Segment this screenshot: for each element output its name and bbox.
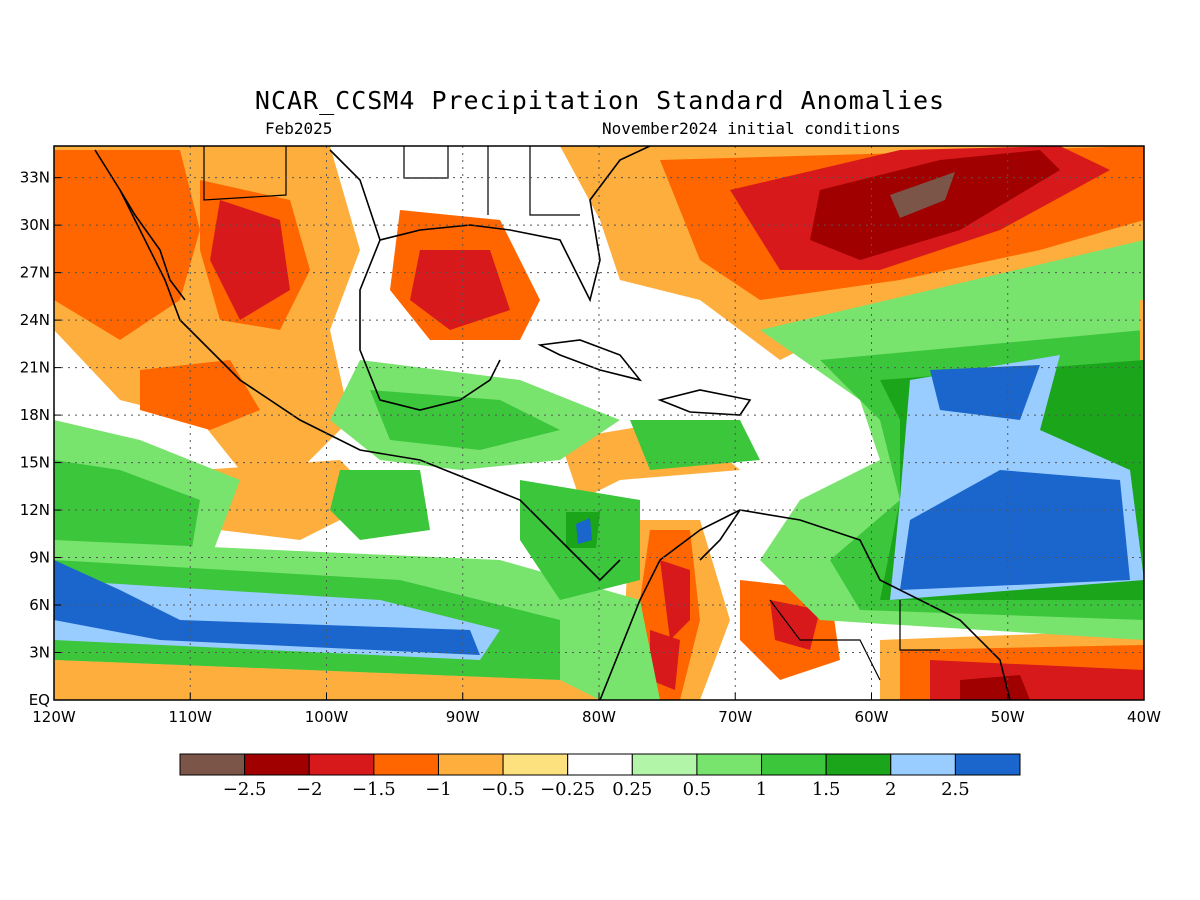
lon-tick-label: 50W: [991, 708, 1025, 726]
lat-tick-label: 27N: [20, 264, 50, 282]
colorbar-label: 2: [885, 779, 896, 800]
colorbar-label: 1.5: [812, 779, 841, 800]
lat-tick-label: 6N: [29, 596, 50, 614]
coastlines: [94, 146, 1011, 700]
colorbar-swatch: [244, 753, 310, 776]
colorbar-swatch: [825, 753, 892, 776]
colorbar-swatch: [954, 753, 1021, 776]
colorbar-label: 1: [756, 779, 767, 800]
lon-tick-label: 40W: [1127, 708, 1161, 726]
colorbar-label: 0.5: [683, 779, 712, 800]
lat-tick-label: 18N: [20, 406, 50, 424]
lat-tick-label: 33N: [20, 169, 50, 187]
lon-tick-label: 120W: [32, 708, 76, 726]
forecast-month-label: Feb2025: [265, 119, 333, 138]
lat-tick-label: 12N: [20, 501, 50, 519]
lat-tick-label: 30N: [20, 216, 50, 234]
colorbar-swatch: [179, 753, 246, 776]
lat-tick-label: EQ: [29, 691, 50, 709]
colorbar-swatch: [373, 753, 439, 776]
colorbar: −2.5 −2 −1.5 −1 −0.5 −0.25 0.25 0.5 1 1.5 2 2.5: [179, 753, 1021, 800]
initial-conditions-label: November2024 initial conditions: [602, 119, 901, 138]
colorbar-swatch: [437, 753, 504, 776]
colorbar-label: −2: [296, 779, 323, 800]
lon-tick-label: 110W: [169, 708, 213, 726]
lat-tick-label: 24N: [20, 311, 50, 329]
colorbar-swatch: [761, 753, 827, 776]
lon-tick-label: 80W: [582, 708, 616, 726]
colorbar-label: 2.5: [941, 779, 970, 800]
wet-anomaly-fields: [54, 240, 1144, 700]
colorbar-swatch: [696, 753, 763, 776]
lon-tick-label: 100W: [305, 708, 349, 726]
colorbar-label: −1: [425, 779, 452, 800]
colorbar-label: −1.5: [352, 779, 396, 800]
lat-tick-label: 21N: [20, 359, 50, 377]
anomaly-map: [54, 146, 1144, 700]
colorbar-label: −0.5: [481, 779, 525, 800]
colorbar-swatch: [631, 753, 698, 776]
colorbar-label: 0.25: [612, 779, 652, 800]
map-title: NCAR_CCSM4 Precipitation Standard Anomal…: [254, 86, 946, 115]
political-borders: [203, 146, 940, 681]
lat-tick-label: 9N: [29, 549, 50, 567]
colorbar-label: −2.5: [223, 779, 267, 800]
dry-anomaly-fields: [54, 146, 1144, 700]
latitude-axis: 33N 30N 27N 24N 21N 18N 15N 12N 9N 6N 3N EQ: [20, 169, 61, 709]
colorbar-label: −0.25: [540, 779, 595, 800]
colorbar-swatch: [502, 753, 569, 776]
lat-tick-label: 3N: [29, 644, 50, 662]
lon-tick-label: 90W: [446, 708, 480, 726]
colorbar-swatch: [567, 753, 633, 776]
map-gridlines: [54, 146, 1144, 700]
longitude-axis: 120W 110W 100W 90W 80W 70W 60W 50W 40W: [32, 693, 1161, 726]
colorbar-swatch: [890, 753, 956, 776]
lon-tick-label: 70W: [718, 708, 752, 726]
lat-tick-label: 15N: [20, 454, 50, 472]
colorbar-swatch: [308, 753, 375, 776]
lon-tick-label: 60W: [855, 708, 889, 726]
